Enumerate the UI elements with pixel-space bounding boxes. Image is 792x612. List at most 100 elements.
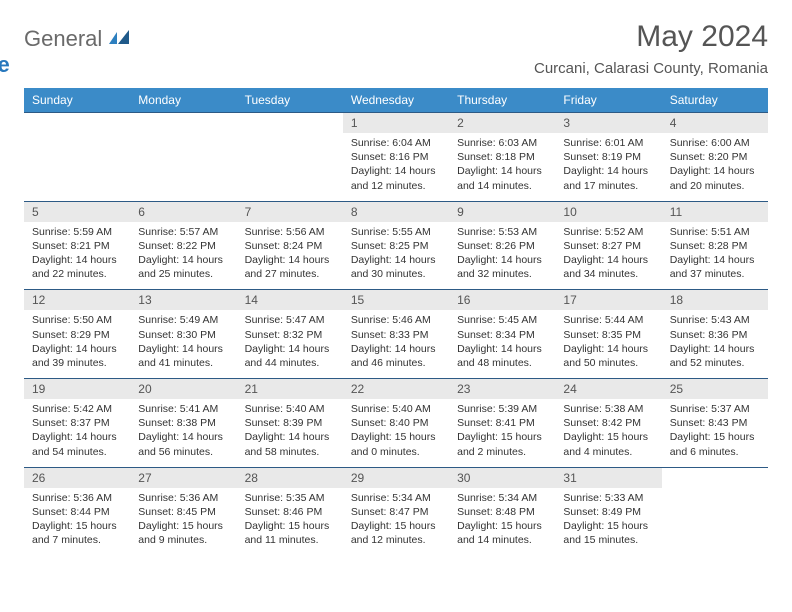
brand-logo: General Blue [24, 26, 131, 78]
sunset-text: Sunset: 8:35 PM [563, 328, 653, 342]
sunrise-text: Sunrise: 5:36 AM [32, 491, 122, 505]
sunset-text: Sunset: 8:43 PM [670, 416, 760, 430]
day-content-cell: Sunrise: 6:01 AMSunset: 8:19 PMDaylight:… [555, 133, 661, 201]
day-number-cell: 2 [449, 113, 555, 134]
day-content-cell: Sunrise: 5:39 AMSunset: 8:41 PMDaylight:… [449, 399, 555, 467]
sunset-text: Sunset: 8:39 PM [245, 416, 335, 430]
sunrise-text: Sunrise: 5:36 AM [138, 491, 228, 505]
day-number-cell: 12 [24, 290, 130, 311]
daynum-row: 1234 [24, 113, 768, 134]
day-header: Friday [555, 88, 661, 113]
daylight-line1: Daylight: 14 hours [32, 253, 122, 267]
daylight-line1: Daylight: 14 hours [138, 430, 228, 444]
sunset-text: Sunset: 8:48 PM [457, 505, 547, 519]
daylight-line1: Daylight: 14 hours [670, 253, 760, 267]
daylight-line2: and 14 minutes. [457, 179, 547, 193]
daylight-line2: and 39 minutes. [32, 356, 122, 370]
daylight-line1: Daylight: 14 hours [457, 164, 547, 178]
daylight-line2: and 27 minutes. [245, 267, 335, 281]
daylight-line2: and 11 minutes. [245, 533, 335, 547]
sunset-text: Sunset: 8:19 PM [563, 150, 653, 164]
sunrise-text: Sunrise: 5:39 AM [457, 402, 547, 416]
sunrise-text: Sunrise: 5:37 AM [670, 402, 760, 416]
sunset-text: Sunset: 8:33 PM [351, 328, 441, 342]
daylight-line1: Daylight: 15 hours [32, 519, 122, 533]
day-content-cell: Sunrise: 5:43 AMSunset: 8:36 PMDaylight:… [662, 310, 768, 378]
day-content-cell: Sunrise: 5:49 AMSunset: 8:30 PMDaylight:… [130, 310, 236, 378]
daylight-line1: Daylight: 15 hours [563, 519, 653, 533]
sunset-text: Sunset: 8:29 PM [32, 328, 122, 342]
location-text: Curcani, Calarasi County, Romania [534, 60, 768, 77]
day-number-cell: 16 [449, 290, 555, 311]
day-content-cell: Sunrise: 6:04 AMSunset: 8:16 PMDaylight:… [343, 133, 449, 201]
content-row: Sunrise: 5:50 AMSunset: 8:29 PMDaylight:… [24, 310, 768, 378]
brand-part2: Blue [0, 52, 10, 77]
daylight-line1: Daylight: 14 hours [245, 253, 335, 267]
day-content-cell: Sunrise: 5:50 AMSunset: 8:29 PMDaylight:… [24, 310, 130, 378]
day-content-cell [130, 133, 236, 201]
daylight-line1: Daylight: 15 hours [138, 519, 228, 533]
sunset-text: Sunset: 8:47 PM [351, 505, 441, 519]
daylight-line2: and 0 minutes. [351, 445, 441, 459]
day-number-cell [130, 113, 236, 134]
daylight-line2: and 56 minutes. [138, 445, 228, 459]
day-content-cell: Sunrise: 5:45 AMSunset: 8:34 PMDaylight:… [449, 310, 555, 378]
daylight-line1: Daylight: 14 hours [457, 253, 547, 267]
sunset-text: Sunset: 8:32 PM [245, 328, 335, 342]
day-number-cell [24, 113, 130, 134]
daylight-line2: and 54 minutes. [32, 445, 122, 459]
day-content-cell: Sunrise: 6:00 AMSunset: 8:20 PMDaylight:… [662, 133, 768, 201]
brand-part1: General [24, 26, 102, 51]
flag-icon [109, 30, 131, 51]
daylight-line1: Daylight: 14 hours [245, 342, 335, 356]
day-number-cell: 24 [555, 379, 661, 400]
daylight-line1: Daylight: 15 hours [351, 430, 441, 444]
sunrise-text: Sunrise: 5:40 AM [245, 402, 335, 416]
sunset-text: Sunset: 8:42 PM [563, 416, 653, 430]
day-content-cell: Sunrise: 5:36 AMSunset: 8:45 PMDaylight:… [130, 488, 236, 556]
daylight-line1: Daylight: 14 hours [32, 342, 122, 356]
day-header: Thursday [449, 88, 555, 113]
sunrise-text: Sunrise: 5:51 AM [670, 225, 760, 239]
daylight-line1: Daylight: 14 hours [670, 164, 760, 178]
calendar-body: 1234Sunrise: 6:04 AMSunset: 8:16 PMDayli… [24, 113, 768, 556]
sunrise-text: Sunrise: 5:46 AM [351, 313, 441, 327]
daylight-line2: and 52 minutes. [670, 356, 760, 370]
day-header: Tuesday [237, 88, 343, 113]
sunrise-text: Sunrise: 5:38 AM [563, 402, 653, 416]
day-header: Wednesday [343, 88, 449, 113]
daynum-row: 19202122232425 [24, 379, 768, 400]
daylight-line2: and 37 minutes. [670, 267, 760, 281]
daylight-line2: and 2 minutes. [457, 445, 547, 459]
day-number-cell: 7 [237, 201, 343, 222]
daylight-line2: and 41 minutes. [138, 356, 228, 370]
daylight-line1: Daylight: 14 hours [138, 253, 228, 267]
content-row: Sunrise: 5:36 AMSunset: 8:44 PMDaylight:… [24, 488, 768, 556]
daylight-line1: Daylight: 14 hours [670, 342, 760, 356]
day-number-cell: 1 [343, 113, 449, 134]
daylight-line2: and 15 minutes. [563, 533, 653, 547]
day-number-cell: 3 [555, 113, 661, 134]
daylight-line2: and 30 minutes. [351, 267, 441, 281]
day-number-cell: 11 [662, 201, 768, 222]
sunrise-text: Sunrise: 5:52 AM [563, 225, 653, 239]
day-number-cell: 25 [662, 379, 768, 400]
sunset-text: Sunset: 8:20 PM [670, 150, 760, 164]
content-row: Sunrise: 5:59 AMSunset: 8:21 PMDaylight:… [24, 222, 768, 290]
sunrise-text: Sunrise: 5:44 AM [563, 313, 653, 327]
day-content-cell: Sunrise: 5:40 AMSunset: 8:39 PMDaylight:… [237, 399, 343, 467]
day-content-cell: Sunrise: 5:35 AMSunset: 8:46 PMDaylight:… [237, 488, 343, 556]
daylight-line1: Daylight: 14 hours [138, 342, 228, 356]
daylight-line1: Daylight: 14 hours [457, 342, 547, 356]
day-content-cell: Sunrise: 5:34 AMSunset: 8:47 PMDaylight:… [343, 488, 449, 556]
day-content-cell: Sunrise: 5:36 AMSunset: 8:44 PMDaylight:… [24, 488, 130, 556]
day-content-cell: Sunrise: 5:40 AMSunset: 8:40 PMDaylight:… [343, 399, 449, 467]
content-row: Sunrise: 5:42 AMSunset: 8:37 PMDaylight:… [24, 399, 768, 467]
daylight-line1: Daylight: 14 hours [351, 342, 441, 356]
daynum-row: 567891011 [24, 201, 768, 222]
sunrise-text: Sunrise: 5:49 AM [138, 313, 228, 327]
day-content-cell: Sunrise: 5:44 AMSunset: 8:35 PMDaylight:… [555, 310, 661, 378]
daynum-row: 262728293031 [24, 467, 768, 488]
sunrise-text: Sunrise: 6:01 AM [563, 136, 653, 150]
day-content-cell: Sunrise: 5:42 AMSunset: 8:37 PMDaylight:… [24, 399, 130, 467]
